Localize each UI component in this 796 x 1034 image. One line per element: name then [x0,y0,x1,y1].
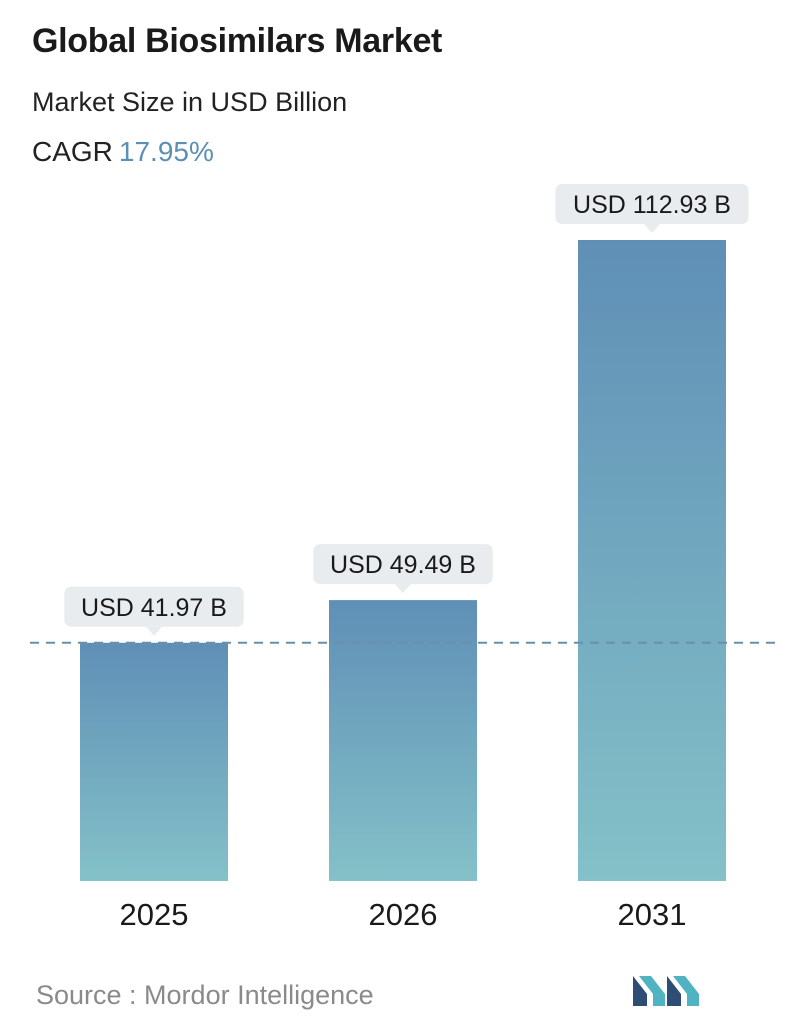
data-label-text: USD 112.93 B [573,191,731,219]
x-tick-label-2025: 2025 [120,897,189,932]
cagr-value: 17.95% [118,136,214,167]
chart-subtitle: Market Size in USD Billion [32,87,348,117]
bar-2031 [578,240,726,881]
data-label-text: USD 41.97 B [81,594,227,622]
data-label-2031: USD 112.93 B [555,184,749,233]
bar-2025 [80,642,228,881]
data-label-2026: USD 49.49 B [313,544,493,594]
cagr-label: CAGR [32,136,113,167]
data-label-text: USD 49.49 B [330,551,476,579]
chart-title: Global Biosimilars Market [32,22,443,60]
cagr-line: CAGR 17.95% [32,136,214,168]
data-label-2025: USD 41.97 B [64,586,244,636]
bar-chart: USD 41.97 B 2025 USD 49.49 B 2026 USD 112.93… [30,184,780,932]
bar-2026 [329,600,477,881]
source-text: Source : Mordor Intelligence [36,980,374,1010]
x-tick-label-2031: 2031 [618,897,687,932]
x-tick-label-2026: 2026 [369,897,438,932]
mordor-intelligence-logo-icon [633,976,699,1006]
